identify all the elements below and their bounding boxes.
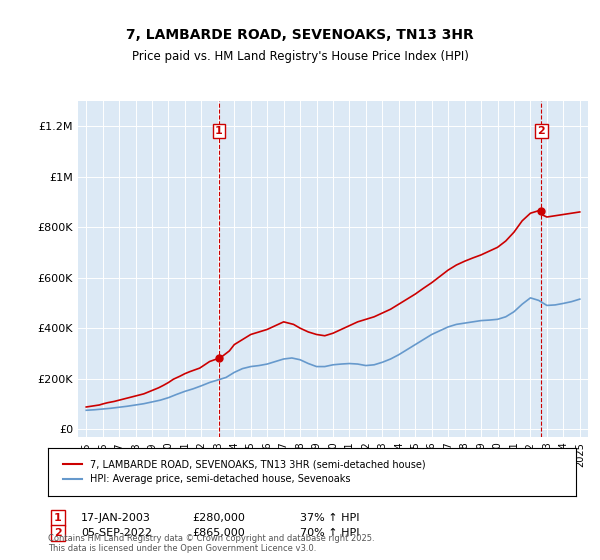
Text: Contains HM Land Registry data © Crown copyright and database right 2025.
This d: Contains HM Land Registry data © Crown c… xyxy=(48,534,374,553)
Text: £865,000: £865,000 xyxy=(192,528,245,538)
Text: 17-JAN-2003: 17-JAN-2003 xyxy=(81,513,151,523)
Legend: 7, LAMBARDE ROAD, SEVENOAKS, TN13 3HR (semi-detached house), HPI: Average price,: 7, LAMBARDE ROAD, SEVENOAKS, TN13 3HR (s… xyxy=(58,455,431,489)
Text: 7, LAMBARDE ROAD, SEVENOAKS, TN13 3HR: 7, LAMBARDE ROAD, SEVENOAKS, TN13 3HR xyxy=(126,28,474,42)
Text: 70% ↑ HPI: 70% ↑ HPI xyxy=(300,528,359,538)
Text: 37% ↑ HPI: 37% ↑ HPI xyxy=(300,513,359,523)
Text: 2: 2 xyxy=(538,126,545,136)
Text: 05-SEP-2022: 05-SEP-2022 xyxy=(81,528,152,538)
Text: 1: 1 xyxy=(54,513,62,523)
Text: 2: 2 xyxy=(54,528,62,538)
Text: Price paid vs. HM Land Registry's House Price Index (HPI): Price paid vs. HM Land Registry's House … xyxy=(131,50,469,63)
Text: 1: 1 xyxy=(215,126,223,136)
Text: £280,000: £280,000 xyxy=(192,513,245,523)
